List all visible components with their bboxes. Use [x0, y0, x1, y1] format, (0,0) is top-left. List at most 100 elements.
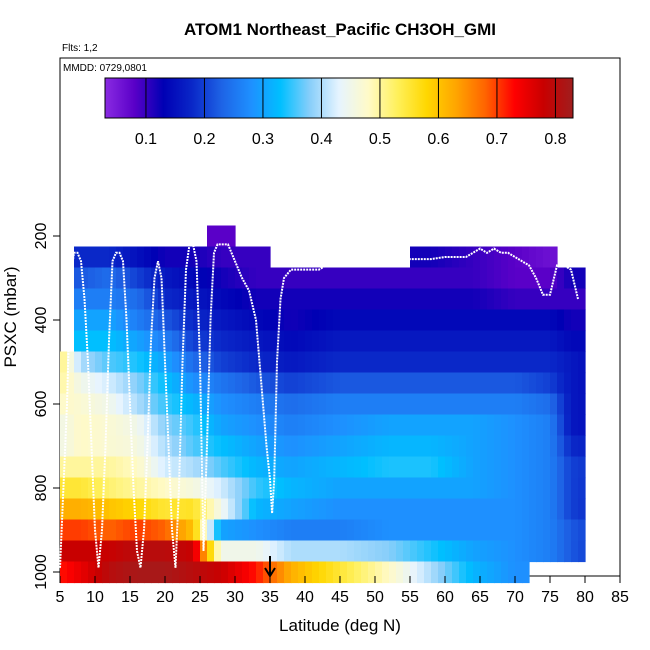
heatmap-cell [403, 477, 411, 500]
x-tick-label: 70 [506, 589, 524, 606]
heatmap-cell [459, 372, 467, 395]
heatmap-cell [333, 309, 341, 332]
heatmap-cell [263, 246, 271, 269]
heatmap-cell [494, 414, 502, 437]
heatmap-cell [501, 561, 509, 584]
heatmap-cell [109, 246, 117, 269]
heatmap-cell [137, 267, 145, 290]
heatmap-cell [221, 309, 229, 332]
heatmap-cell [172, 456, 180, 479]
heatmap-cell [578, 393, 586, 416]
heatmap-cell [74, 456, 82, 479]
heatmap-cell [543, 372, 551, 395]
x-tick-label: 15 [121, 589, 139, 606]
heatmap-cell [95, 309, 103, 332]
heatmap-cell [123, 435, 131, 458]
heatmap-cell [144, 477, 152, 500]
heatmap-cell [396, 309, 404, 332]
heatmap-cell [494, 330, 502, 353]
heatmap-cell [263, 540, 271, 563]
heatmap-cell [431, 309, 439, 332]
heatmap-cell [305, 330, 313, 353]
heatmap-cell [130, 330, 138, 353]
heatmap-cell [403, 351, 411, 374]
heatmap-cell [214, 435, 222, 458]
heatmap-cell [480, 372, 488, 395]
heatmap-cell [137, 309, 145, 332]
heatmap-cell [256, 330, 264, 353]
heatmap-cell [123, 288, 131, 311]
heatmap-cell [228, 372, 236, 395]
heatmap-cell [270, 330, 278, 353]
heatmap-cell [466, 519, 474, 542]
heatmap-cell [564, 267, 572, 290]
heatmap-cell [382, 351, 390, 374]
heatmap-cell [368, 456, 376, 479]
heatmap-cell [88, 498, 96, 521]
latitude-marker-arrow [264, 556, 276, 578]
heatmap-cell [242, 477, 250, 500]
heatmap-cell [284, 477, 292, 500]
x-tick-label: 20 [156, 589, 174, 606]
heatmap-cell [277, 267, 285, 290]
heatmap-cell [144, 309, 152, 332]
heatmap-cell [480, 435, 488, 458]
heatmap-cell [102, 309, 110, 332]
heatmap-cell [319, 561, 327, 584]
x-tick-label: 85 [611, 589, 629, 606]
heatmap-cell [214, 561, 222, 584]
heatmap-cell [95, 351, 103, 374]
heatmap-cell [67, 456, 75, 479]
heatmap-cell [578, 435, 586, 458]
heatmap-cell [221, 477, 229, 500]
heatmap-cell [88, 477, 96, 500]
heatmap-cell [60, 351, 68, 374]
heatmap-cell [270, 498, 278, 521]
heatmap-cell [186, 540, 194, 563]
heatmap-cell [368, 351, 376, 374]
heatmap-cell [312, 519, 320, 542]
heatmap-cell [431, 372, 439, 395]
heatmap-cell [403, 372, 411, 395]
heatmap-cell [186, 519, 194, 542]
heatmap-cell [74, 393, 82, 416]
heatmap-cell [200, 540, 208, 563]
heatmap-cell [172, 309, 180, 332]
heatmap-cell [508, 393, 516, 416]
heatmap-cell [410, 519, 418, 542]
heatmap-cell [354, 330, 362, 353]
heatmap-cell [144, 393, 152, 416]
heatmap-cell [515, 561, 523, 584]
heatmap-cell [214, 267, 222, 290]
heatmap-cell [319, 351, 327, 374]
x-tick-label: 50 [366, 589, 384, 606]
heatmap-cell [172, 288, 180, 311]
heatmap-cell [270, 561, 278, 584]
heatmap-cell [144, 372, 152, 395]
heatmap-cell [466, 309, 474, 332]
heatmap-cell [214, 288, 222, 311]
heatmap-cell [158, 330, 166, 353]
heatmap-cell [305, 288, 313, 311]
heatmap-cell [151, 498, 159, 521]
heatmap-cell [123, 393, 131, 416]
heatmap-cell [354, 498, 362, 521]
heatmap-cell [179, 561, 187, 584]
heatmap-cell [284, 351, 292, 374]
heatmap-cell [291, 288, 299, 311]
heatmap-cell [291, 351, 299, 374]
heatmap-cell [550, 477, 558, 500]
heatmap-cell [214, 246, 222, 269]
heatmap-cell [410, 393, 418, 416]
heatmap-cell [256, 393, 264, 416]
heatmap-cell [172, 330, 180, 353]
heatmap-cell [144, 456, 152, 479]
heatmap-cell [319, 540, 327, 563]
heatmap-cell [207, 519, 215, 542]
heatmap-cell [326, 519, 334, 542]
heatmap-cell [249, 561, 257, 584]
heatmap-cell [438, 351, 446, 374]
heatmap-cell [529, 414, 537, 437]
heatmap-cell [501, 540, 509, 563]
heatmap-cell [319, 498, 327, 521]
